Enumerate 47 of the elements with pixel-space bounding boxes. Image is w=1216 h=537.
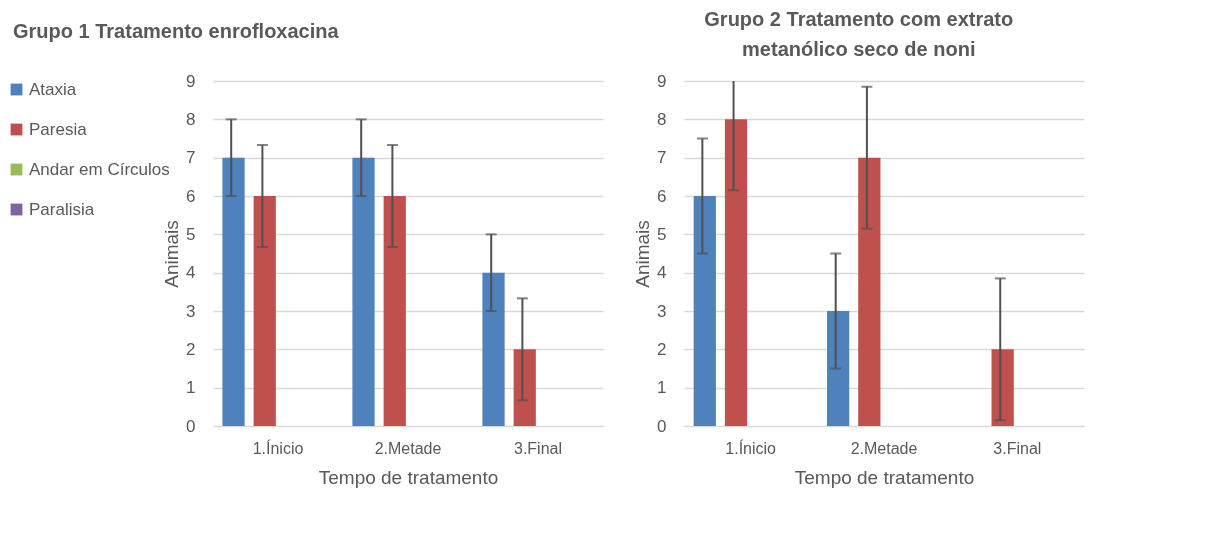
- x-tick-label: 1.Ínicio: [252, 438, 304, 457]
- y-tick-label: 2: [657, 339, 667, 359]
- y-tick-label: 5: [186, 224, 196, 244]
- x-tick-label: 2.Metade: [850, 439, 918, 457]
- y-tick-label: 8: [186, 109, 196, 129]
- bar: [352, 157, 375, 426]
- y-tick-label: 3: [657, 301, 667, 321]
- bar: [724, 119, 748, 426]
- y-tick-label: 8: [657, 109, 667, 129]
- legend-label: Ataxia: [29, 79, 77, 99]
- bar: [222, 157, 245, 426]
- bar: [253, 196, 276, 426]
- legend-label: Paralisia: [29, 199, 95, 219]
- x-tick-label: 2.Metade: [374, 439, 442, 457]
- bar: [827, 311, 850, 426]
- x-tick-label: 1.Ínicio: [725, 438, 777, 457]
- y-axis-title: Animais: [161, 220, 183, 288]
- y-tick-label: 3: [186, 301, 196, 321]
- legend-label: Paresia: [29, 119, 88, 139]
- chart-title: Grupo 2 Tratamento com extrato metanólico seco de noni: [704, 8, 1014, 60]
- bar: [991, 349, 1014, 426]
- y-tick-label: 4: [186, 263, 196, 283]
- y-axis-title: Animais: [632, 220, 654, 288]
- y-tick-label: 6: [657, 186, 667, 206]
- x-tick-label: 3.Final: [993, 439, 1042, 457]
- bar: [513, 349, 536, 426]
- x-tick-label: 3.Final: [513, 439, 563, 457]
- legend-label: Andar em Círculos: [29, 159, 170, 179]
- y-tick-label: 5: [657, 224, 667, 244]
- y-tick-label: 0: [186, 416, 196, 436]
- x-axis-title: Tempo de tratamento: [794, 466, 975, 488]
- y-tick-label: 7: [657, 148, 667, 168]
- y-tick-label: 1: [657, 378, 667, 398]
- bar: [383, 196, 406, 426]
- bar: [693, 196, 716, 426]
- y-tick-label: 6: [186, 186, 196, 206]
- chart-title: Grupo 1 Tratamento enrofloxacina: [13, 20, 340, 42]
- bar: [858, 157, 881, 426]
- y-tick-label: 4: [657, 263, 667, 283]
- x-axis-title: Tempo de tratamento: [318, 466, 499, 488]
- y-tick-label: 0: [657, 416, 667, 436]
- y-tick-label: 1: [186, 378, 196, 398]
- bar: [482, 272, 505, 426]
- y-tick-label: 2: [186, 339, 196, 359]
- y-tick-label: 7: [186, 148, 196, 168]
- y-tick-label: 9: [657, 71, 667, 91]
- y-tick-label: 9: [186, 71, 196, 91]
